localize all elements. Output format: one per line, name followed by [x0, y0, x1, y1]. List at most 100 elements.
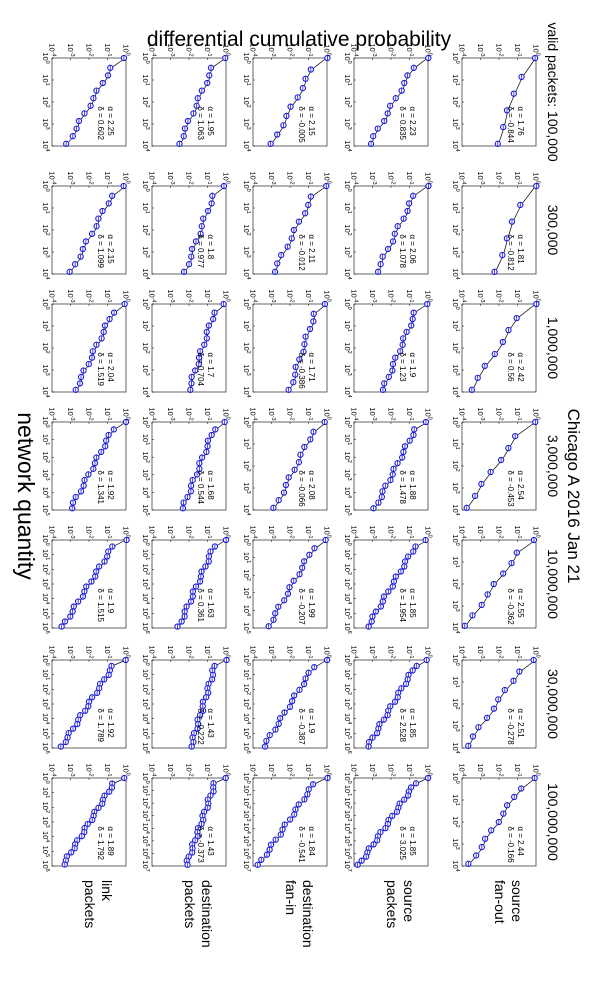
x-tick-label: 102 [343, 96, 352, 107]
x-tick-label: 100 [343, 52, 352, 63]
y-tick-label: 100 [532, 408, 541, 419]
x-tick-label: 104 [242, 386, 251, 397]
panel-frame [51, 539, 127, 629]
x-tick-label: 102 [41, 96, 50, 107]
y-tick-label: 10-2 [85, 289, 94, 302]
panel-4-3: 100 101 102 103 104 105 106 100 10-1 10-2 10-3 10-4… [141, 525, 231, 633]
y-tick-label: 10-1 [513, 171, 522, 184]
x-tick-label: 101 [41, 549, 50, 560]
panel-4-0: 100 101 102 103 104 100 10-1 10-2 10-3 10-4 α = 2.… [451, 525, 541, 633]
x-tick-label: 101 [343, 320, 352, 331]
x-tick-label: 102 [141, 797, 150, 808]
x-tick-label: 101 [41, 74, 50, 85]
x-tick-label: 100 [242, 180, 251, 191]
y-tick-label: 10-4 [350, 763, 359, 776]
x-tick-label: 102 [242, 342, 251, 353]
delta-label: δ = -0.844 [506, 106, 515, 143]
x-tick-label: 101 [41, 202, 50, 213]
y-tick-label: 10-2 [387, 525, 396, 538]
y-tick-label: 10-3 [368, 645, 377, 658]
x-tick-label: 104 [41, 386, 50, 397]
x-tick-label: 102 [41, 802, 50, 813]
x-tick-label: 100 [451, 180, 460, 191]
y-tick-label: 10-2 [387, 645, 396, 658]
x-tick-label: 101 [41, 434, 50, 445]
x-tick-label: 100 [343, 654, 352, 665]
y-tick-label: 100 [222, 764, 231, 775]
x-tick-label: 101 [343, 549, 352, 560]
x-tick-label: 100 [451, 52, 460, 63]
panel-4-4: 100 101 102 103 104 105 106 100 10-1 10-2 10-3 10-4… [41, 525, 131, 633]
alpha-label: α = 1.84 [307, 826, 316, 856]
y-tick-label: 10-3 [66, 171, 75, 184]
y-tick-label: 10-4 [48, 525, 57, 538]
y-tick-label: 10-3 [267, 763, 276, 776]
y-tick-label: 10-1 [304, 43, 313, 56]
y-tick-label: 10-1 [513, 43, 522, 56]
y-tick-label: 10-1 [405, 645, 414, 658]
x-tick-label: 100 [41, 416, 50, 427]
x-tick-label: 103 [451, 364, 460, 375]
panel-0-3: 100 101 102 103 104 100 10-1 10-2 10-3 10-4 α = 1.… [141, 43, 231, 151]
panel-1-4: 100 101 102 103 104 100 10-1 10-2 10-3 10-4 α = 2.… [41, 171, 131, 279]
x-tick-label: 107 [141, 860, 150, 871]
delta-label: δ = 1.954 [398, 588, 407, 622]
y-tick-label: 100 [122, 646, 131, 657]
alpha-label: α = 2.11 [307, 234, 316, 263]
panel-1-2: 100 101 102 103 104 100 10-1 10-2 10-3 10-4 α = 2.… [242, 171, 332, 279]
x-tick-label: 102 [242, 460, 251, 471]
y-tick-label: 100 [424, 172, 433, 183]
x-tick-label: 104 [141, 713, 150, 724]
x-tick-label: 101 [41, 669, 50, 680]
x-tick-label: 101 [451, 74, 460, 85]
y-tick-label: 10-4 [249, 43, 258, 56]
x-tick-label: 101 [242, 202, 251, 213]
y-tick-label: 10-1 [103, 43, 112, 56]
x-tick-label: 103 [41, 246, 50, 257]
y-tick-label: 10-2 [286, 171, 295, 184]
y-tick-label: 10-2 [185, 645, 194, 658]
x-tick-label: 105 [41, 608, 50, 619]
x-tick-label: 102 [141, 451, 150, 462]
delta-label: δ = 0.835 [398, 106, 407, 140]
x-tick-label: 106 [242, 742, 251, 753]
y-tick-label: 10-3 [166, 289, 175, 302]
alpha-label: α = 1.95 [206, 106, 215, 136]
y-tick-label: 100 [424, 646, 433, 657]
y-tick-label: 10-2 [387, 407, 396, 420]
x-tick-label: 103 [451, 720, 460, 731]
x-tick-label: 101 [343, 669, 352, 680]
col-label-2-1: fan-in [283, 880, 299, 915]
y-tick-label: 10-4 [48, 289, 57, 302]
y-tick-label: 100 [122, 764, 131, 775]
x-tick-label: 102 [41, 564, 50, 575]
y-tick-label: 10-1 [513, 763, 522, 776]
y-tick-label: 10-3 [166, 43, 175, 56]
delta-label: δ = 1.099 [96, 234, 105, 268]
y-tick-label: 10-1 [103, 525, 112, 538]
x-tick-label: 101 [242, 320, 251, 331]
delta-label: δ = -0.386 [297, 352, 306, 389]
col-label-4-0: link [99, 880, 115, 902]
x-tick-label: 104 [343, 140, 352, 151]
x-tick-label: 100 [451, 534, 460, 545]
y-tick-label: 10-3 [368, 289, 377, 302]
x-tick-label: 100 [141, 416, 150, 427]
panel-6-0: 100 101 102 103 104 100 10-1 10-2 10-3 10-4 α = 2.… [451, 763, 541, 871]
x-tick-label: 105 [41, 504, 50, 515]
x-tick-label: 106 [343, 742, 352, 753]
y-tick-label: 10-2 [495, 525, 504, 538]
y-tick-label: 100 [323, 646, 332, 657]
x-tick-label: 101 [41, 320, 50, 331]
x-tick-label: 101 [451, 202, 460, 213]
y-tick-label: 10-3 [476, 171, 485, 184]
y-tick-label: 10-3 [476, 407, 485, 420]
alpha-label: α = 2.15 [307, 106, 316, 136]
x-tick-label: 101 [141, 434, 150, 445]
x-tick-label: 103 [242, 364, 251, 375]
y-tick-label: 10-4 [350, 43, 359, 56]
y-tick-label: 100 [222, 408, 231, 419]
y-tick-label: 10-3 [267, 289, 276, 302]
x-tick-label: 105 [141, 608, 150, 619]
y-tick-label: 10-2 [495, 645, 504, 658]
